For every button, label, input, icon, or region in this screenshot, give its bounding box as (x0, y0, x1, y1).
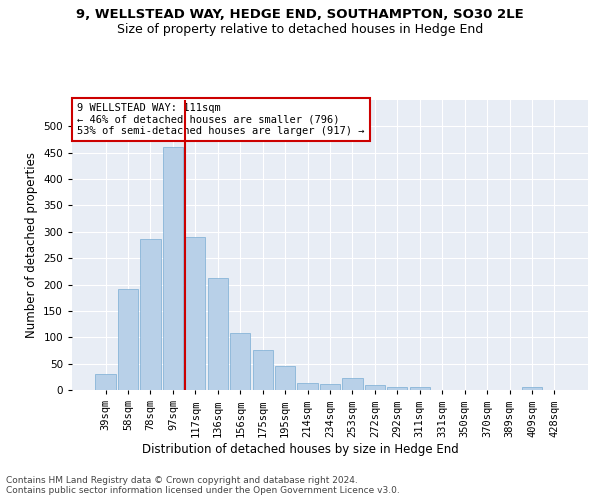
Bar (230, 332, 250, 390)
Bar (185, 236, 205, 390)
Y-axis label: Number of detached properties: Number of detached properties (25, 152, 38, 338)
Bar (253, 350, 273, 390)
Bar (365, 386, 385, 390)
Text: Size of property relative to detached houses in Hedge End: Size of property relative to detached ho… (117, 22, 483, 36)
Bar (140, 238, 161, 390)
Bar (163, 148, 183, 390)
Text: Distribution of detached houses by size in Hedge End: Distribution of detached houses by size … (142, 442, 458, 456)
Bar (95, 374, 116, 390)
Bar (208, 278, 228, 390)
Bar (298, 382, 317, 390)
Text: 9 WELLSTEAD WAY: 111sqm
← 46% of detached houses are smaller (796)
53% of semi-d: 9 WELLSTEAD WAY: 111sqm ← 46% of detache… (77, 103, 365, 136)
Bar (343, 378, 362, 390)
Bar (410, 388, 430, 390)
Text: 9, WELLSTEAD WAY, HEDGE END, SOUTHAMPTON, SO30 2LE: 9, WELLSTEAD WAY, HEDGE END, SOUTHAMPTON… (76, 8, 524, 20)
Bar (387, 388, 407, 390)
Bar (275, 366, 295, 390)
Bar (522, 388, 542, 390)
Bar (118, 290, 138, 390)
Bar (320, 384, 340, 390)
Text: Contains HM Land Registry data © Crown copyright and database right 2024.
Contai: Contains HM Land Registry data © Crown c… (6, 476, 400, 495)
